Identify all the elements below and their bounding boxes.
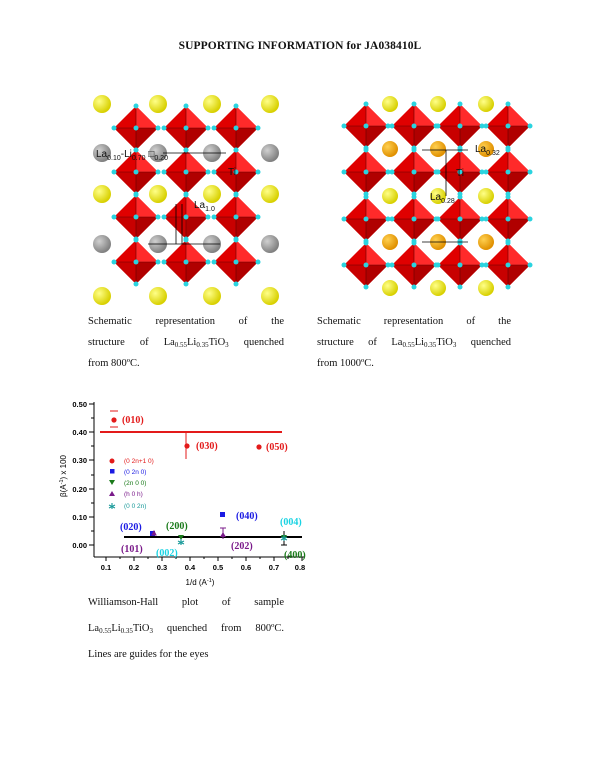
site-label-la-li-vacancy: La0.10-Li0.70 □0.20 xyxy=(96,149,168,162)
svg-text:0.20: 0.20 xyxy=(72,485,87,494)
unit-cell-lines xyxy=(148,152,226,245)
svg-text:0.8: 0.8 xyxy=(295,563,305,572)
series-002n xyxy=(177,531,288,546)
unit-cell-lines xyxy=(422,149,468,243)
figure-caption-800: Schematic representation of the structur… xyxy=(88,311,284,374)
svg-text:(0 2n 0): (0 2n 0) xyxy=(124,469,146,476)
structure-figure-800: La0.10-Li0.70 □0.20 Ti La1.0 xyxy=(93,95,279,305)
svg-text:0.4: 0.4 xyxy=(185,563,196,572)
caption-line: La0.55Li0.35TiO3 quenched from 800ºC. xyxy=(88,623,284,635)
caption-line: from 800ºC. xyxy=(88,358,140,369)
svg-text:(101): (101) xyxy=(121,544,143,555)
svg-text:0.2: 0.2 xyxy=(129,563,139,572)
site-label-la-mid: La0.28 xyxy=(430,192,455,205)
caption-line: from 1000ºC. xyxy=(317,358,374,369)
svg-text:(050): (050) xyxy=(266,442,288,453)
svg-text:(200): (200) xyxy=(166,521,188,532)
structure-figure-1000: La0.32 Ti La0.28 xyxy=(341,96,533,296)
svg-text:(0 0 2n): (0 0 2n) xyxy=(124,503,146,510)
svg-text:(010): (010) xyxy=(122,415,144,426)
site-label-la: La1.0 xyxy=(194,200,215,213)
svg-text:0.1: 0.1 xyxy=(101,563,111,572)
series-odd-0k0 xyxy=(110,410,262,459)
svg-text:(202): (202) xyxy=(231,541,253,552)
svg-text:(0 2n+1 0): (0 2n+1 0) xyxy=(124,458,154,465)
site-label-ti: Ti xyxy=(228,167,236,178)
site-label-ti: Ti xyxy=(456,168,464,179)
axes xyxy=(89,402,304,561)
svg-text:(2n 0 0): (2n 0 0) xyxy=(124,480,146,487)
svg-text:0.7: 0.7 xyxy=(269,563,279,572)
la-atoms xyxy=(93,95,279,305)
series-h0h xyxy=(151,527,226,539)
x-axis-label: 1/d (A-1) xyxy=(186,578,215,587)
page-title: SUPPORTING INFORMATION for JA038410L xyxy=(178,40,422,52)
figure-caption-1000: Schematic representation of the structur… xyxy=(317,311,511,374)
site-label-la-top: La0.32 xyxy=(475,144,500,157)
svg-text:(040): (040) xyxy=(236,511,258,522)
plot-caption: Williamson-Hall plot of sample La0.55Li0… xyxy=(88,590,284,668)
caption-line: Schematic representation of the xyxy=(88,316,284,327)
svg-text:(400): (400) xyxy=(284,550,306,561)
x-tick-labels: 0.1 0.2 0.3 0.4 0.5 0.6 0.7 0.8 xyxy=(101,563,305,572)
caption-line: Williamson-Hall plot of sample xyxy=(88,597,284,608)
svg-text:0.6: 0.6 xyxy=(241,563,251,572)
svg-text:0.3: 0.3 xyxy=(157,563,167,572)
svg-text:(h 0 h): (h 0 h) xyxy=(124,491,143,498)
caption-line: Schematic representation of the xyxy=(317,316,511,327)
svg-text:(030): (030) xyxy=(196,441,218,452)
svg-text:(002): (002) xyxy=(156,548,178,559)
svg-text:0.10: 0.10 xyxy=(72,513,87,522)
svg-text:(004): (004) xyxy=(280,517,302,528)
svg-text:0.40: 0.40 xyxy=(72,428,87,437)
y-axis-label: β(A-1) x 100 xyxy=(59,454,68,497)
point-annotations: (010) (030) (050) (020) (040) (200) (400… xyxy=(120,415,306,561)
caption-line: structure of La0.55Li0.35TiO3 quenched xyxy=(317,337,511,349)
y-tick-labels: 0.50 0.40 0.30 0.20 0.10 0.00 xyxy=(72,400,87,550)
caption-line: Lines are guides for the eyes xyxy=(88,649,209,660)
svg-text:(020): (020) xyxy=(120,522,142,533)
svg-text:0.00: 0.00 xyxy=(72,541,87,550)
svg-text:0.30: 0.30 xyxy=(72,456,87,465)
svg-text:0.5: 0.5 xyxy=(213,563,223,572)
caption-line: structure of La0.55Li0.35TiO3 quenched xyxy=(88,337,284,349)
chart-legend: (0 2n+1 0) (0 2n 0) (2n 0 0) (h 0 h) (0 … xyxy=(108,458,154,510)
svg-text:0.50: 0.50 xyxy=(72,400,87,409)
